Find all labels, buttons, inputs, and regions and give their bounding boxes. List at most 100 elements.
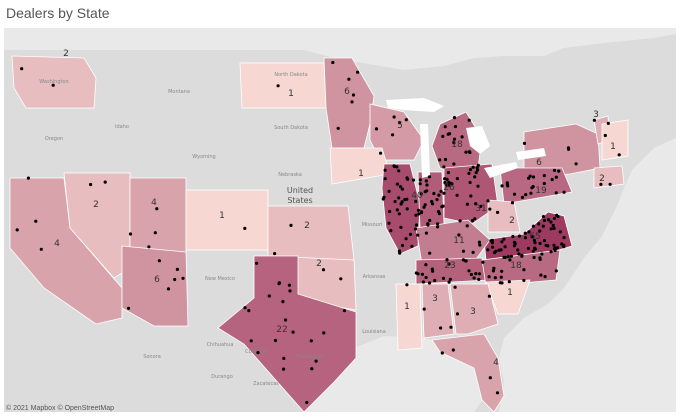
dealer-point[interactable] xyxy=(356,70,360,74)
dealer-point[interactable] xyxy=(243,306,247,310)
dealer-point[interactable] xyxy=(533,246,537,250)
dealer-point[interactable] xyxy=(282,356,286,360)
dealer-point[interactable] xyxy=(128,232,133,236)
dealer-point[interactable] xyxy=(538,241,542,245)
dealer-point[interactable] xyxy=(500,240,504,244)
dealer-point[interactable] xyxy=(531,235,535,239)
dealer-point[interactable] xyxy=(526,246,531,250)
dealer-point[interactable] xyxy=(441,204,445,208)
dealer-point[interactable] xyxy=(243,226,247,230)
state-pa[interactable] xyxy=(499,167,573,205)
dealer-point[interactable] xyxy=(464,150,468,154)
dealer-point[interactable] xyxy=(443,181,447,185)
dealer-point[interactable] xyxy=(574,162,578,166)
dealer-point[interactable] xyxy=(516,248,520,252)
dealer-point[interactable] xyxy=(522,141,527,145)
dealer-point[interactable] xyxy=(478,243,482,247)
state-wi[interactable] xyxy=(369,103,425,161)
dealer-point[interactable] xyxy=(309,339,313,343)
dealer-point[interactable] xyxy=(414,271,418,275)
dealer-point[interactable] xyxy=(431,269,435,273)
dealer-point[interactable] xyxy=(432,191,436,196)
state-ut[interactable] xyxy=(129,177,187,253)
state-nd[interactable] xyxy=(239,62,327,109)
dealer-point[interactable] xyxy=(599,182,603,186)
dealer-point[interactable] xyxy=(416,233,420,237)
dealer-point[interactable] xyxy=(505,182,509,186)
dealer-point[interactable] xyxy=(542,174,546,178)
dealer-point[interactable] xyxy=(273,252,277,256)
dealer-point[interactable] xyxy=(508,258,512,262)
dealer-point[interactable] xyxy=(608,182,612,186)
dealer-point[interactable] xyxy=(383,177,387,181)
dealer-point[interactable] xyxy=(523,236,528,240)
dealer-point[interactable] xyxy=(427,175,432,179)
dealer-point[interactable] xyxy=(387,189,391,193)
dealer-point[interactable] xyxy=(398,185,402,189)
dealer-point[interactable] xyxy=(493,276,497,280)
dealer-point[interactable] xyxy=(465,224,469,228)
dealer-point[interactable] xyxy=(603,133,607,138)
dealer-point[interactable] xyxy=(491,269,495,273)
dealer-point[interactable] xyxy=(413,227,418,231)
state-ma[interactable] xyxy=(593,165,625,189)
dealer-point[interactable] xyxy=(531,175,536,179)
dealer-point[interactable] xyxy=(419,192,423,196)
dealer-point[interactable] xyxy=(411,178,416,182)
dealer-point[interactable] xyxy=(425,183,429,187)
dealer-point[interactable] xyxy=(562,235,566,240)
dealer-point[interactable] xyxy=(425,189,429,193)
dealer-point[interactable] xyxy=(500,269,504,273)
dealer-point[interactable] xyxy=(499,275,503,279)
dealer-point[interactable] xyxy=(443,177,447,181)
dealer-point[interactable] xyxy=(397,120,402,125)
dealer-point[interactable] xyxy=(471,165,475,169)
state-nh[interactable] xyxy=(601,119,629,161)
dealer-point[interactable] xyxy=(546,244,550,248)
dealer-point[interactable] xyxy=(437,212,442,216)
dealer-point[interactable] xyxy=(490,241,494,245)
dealer-point[interactable] xyxy=(543,275,547,279)
dealer-point[interactable] xyxy=(443,125,447,129)
dealer-point[interactable] xyxy=(524,193,528,197)
dealer-point[interactable] xyxy=(474,202,478,206)
dealer-point[interactable] xyxy=(506,255,510,259)
state-sc[interactable] xyxy=(485,279,531,315)
dealer-point[interactable] xyxy=(39,247,43,251)
dealer-point[interactable] xyxy=(446,132,450,136)
dealer-point[interactable] xyxy=(555,213,559,217)
dealer-point[interactable] xyxy=(404,237,408,241)
dealer-point[interactable] xyxy=(461,249,466,253)
dealer-point[interactable] xyxy=(457,233,461,237)
dealer-point[interactable] xyxy=(474,171,478,175)
dealer-point[interactable] xyxy=(418,182,422,186)
dealer-point[interactable] xyxy=(465,202,469,206)
dealer-point[interactable] xyxy=(539,273,543,277)
dealer-point[interactable] xyxy=(494,249,498,253)
dealer-point[interactable] xyxy=(606,121,610,125)
dealer-point[interactable] xyxy=(445,177,449,181)
dealer-point[interactable] xyxy=(438,158,442,162)
dealer-point[interactable] xyxy=(452,137,457,141)
dealer-point[interactable] xyxy=(531,224,536,228)
dealer-point[interactable] xyxy=(383,168,387,172)
dealer-point[interactable] xyxy=(336,126,340,130)
dealer-point[interactable] xyxy=(511,234,515,239)
dealer-point[interactable] xyxy=(422,307,426,311)
dealer-point[interactable] xyxy=(398,251,402,255)
dealer-point[interactable] xyxy=(496,210,500,214)
dealer-point[interactable] xyxy=(452,162,456,166)
dealer-point[interactable] xyxy=(531,249,535,253)
dealer-point[interactable] xyxy=(126,306,131,310)
dealer-point[interactable] xyxy=(475,166,479,170)
dealer-point[interactable] xyxy=(476,184,480,188)
state-wa[interactable] xyxy=(11,55,97,109)
dealer-point[interactable] xyxy=(404,118,408,122)
dealer-point[interactable] xyxy=(395,208,399,212)
dealer-point[interactable] xyxy=(487,294,491,298)
dealer-point[interactable] xyxy=(469,272,473,277)
dealer-point[interactable] xyxy=(281,300,285,304)
state-wv[interactable] xyxy=(487,199,521,233)
dealer-point[interactable] xyxy=(397,212,401,216)
dealer-point[interactable] xyxy=(379,151,383,155)
